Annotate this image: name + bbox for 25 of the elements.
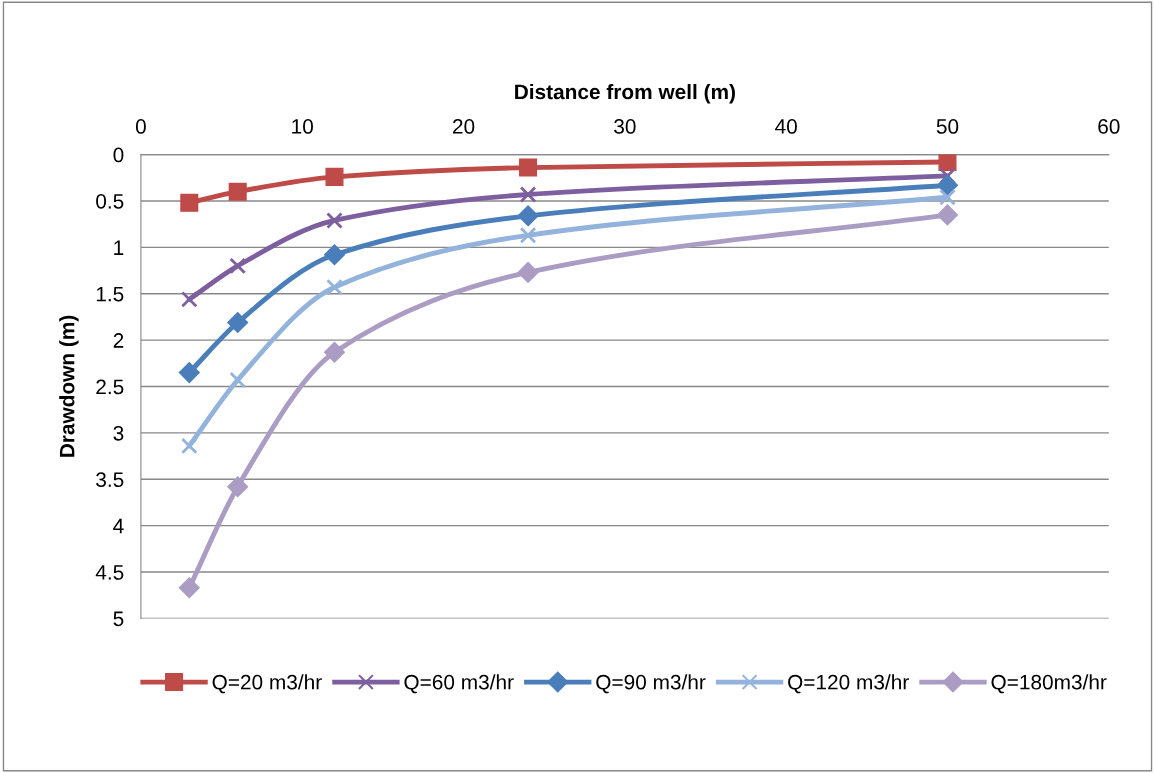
legend-label: Q=120 m3/hr (788, 674, 909, 694)
y-tick-label: 1.5 (96, 286, 124, 302)
legend-label: Q=60 m3/hr (404, 674, 514, 694)
y-tick-label: 0.5 (96, 193, 124, 209)
x-tick-label: 0 (135, 119, 146, 134)
y-tick-label: 1 (114, 240, 124, 255)
y-tick-label: 3 (113, 425, 124, 441)
x-tick-label: 60 (1098, 119, 1120, 134)
y-tick-label: 4.5 (95, 565, 124, 580)
y-tick-label: 2 (113, 333, 124, 348)
x-axis-title: Distance from well (m) (515, 83, 735, 104)
legend-label: Q=20 m3/hr (212, 674, 322, 694)
y-axis-title: Drawdown (m) (59, 315, 79, 457)
x-tick-label: 50 (936, 119, 959, 134)
x-tick-label: 20 (453, 119, 475, 134)
y-tick-label: 0 (113, 147, 124, 163)
y-tick-label: 4 (113, 518, 124, 534)
y-tick-label: 5 (113, 611, 124, 627)
y-tick-label: 2.5 (96, 379, 124, 395)
x-tick-label: 40 (775, 119, 797, 134)
legend-label: Q=90 m3/hr (596, 674, 706, 694)
y-tick-label: 3.5 (96, 472, 124, 488)
x-tick-label: 10 (292, 119, 313, 134)
legend-label: Q=180m3/hr (991, 674, 1107, 694)
x-tick-label: 30 (614, 119, 636, 134)
